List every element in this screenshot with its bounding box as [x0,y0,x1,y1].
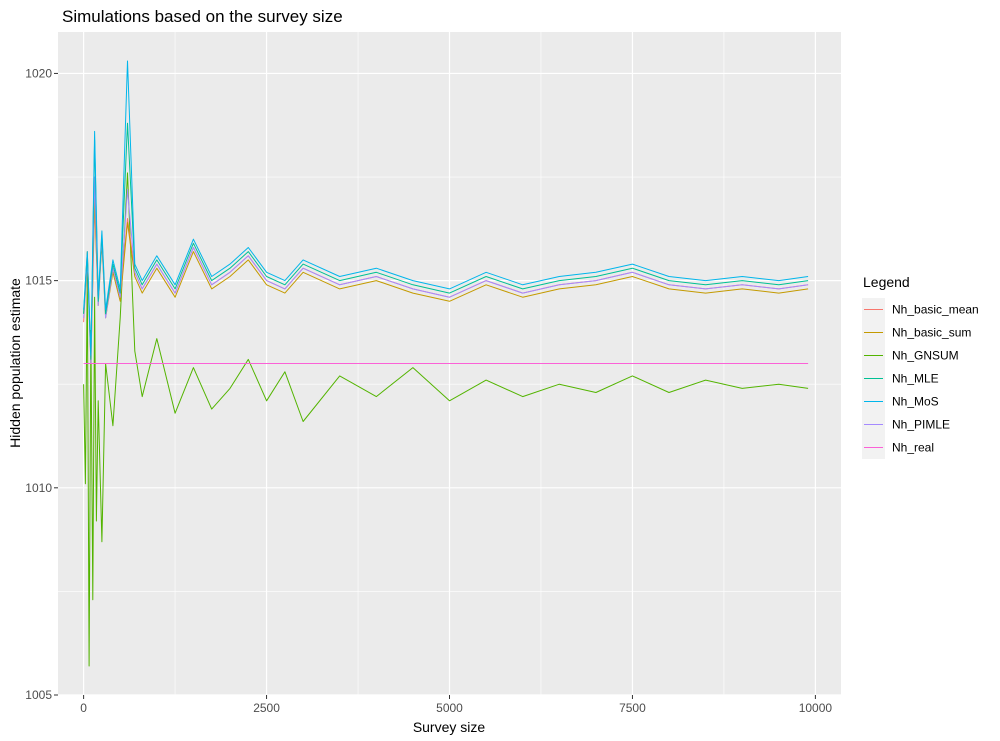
x-tick-label: 0 [80,701,87,715]
y-axis-title: Hidden population estimate [7,278,23,448]
legend-label: Nh_MoS [892,395,939,409]
legend-label: Nh_basic_sum [892,326,971,340]
y-tick-label: 1005 [25,688,52,702]
y-tick-labels: 1005 1010 1015 1020 [25,66,52,702]
legend-label: Nh_MLE [892,372,939,386]
x-tick-labels: 0 2500 5000 7500 10000 [80,701,832,715]
x-axis-title: Survey size [413,719,486,735]
series-line-nh-mos [83,60,809,356]
legend-title: Legend [863,274,910,290]
legend: Nh_basic_mean Nh_basic_sum Nh_GNSUM Nh_MLE N… [862,298,979,459]
axis-ticks [54,72,816,699]
chart-title: Simulations based on the survey size [62,7,343,26]
y-tick-label: 1020 [25,66,52,80]
legend-label: Nh_real [892,441,934,455]
x-tick-label: 10000 [799,701,833,715]
series-line-nh-gnsum [83,172,809,667]
x-tick-label: 2500 [253,701,280,715]
x-tick-label: 7500 [619,701,646,715]
y-tick-label: 1010 [25,481,52,495]
x-tick-label: 5000 [436,701,463,715]
legend-label: Nh_PIMLE [892,418,950,432]
series-lines [83,60,809,667]
y-tick-label: 1015 [25,274,52,288]
legend-label: Nh_basic_mean [892,303,979,317]
legend-label: Nh_GNSUM [892,349,959,363]
